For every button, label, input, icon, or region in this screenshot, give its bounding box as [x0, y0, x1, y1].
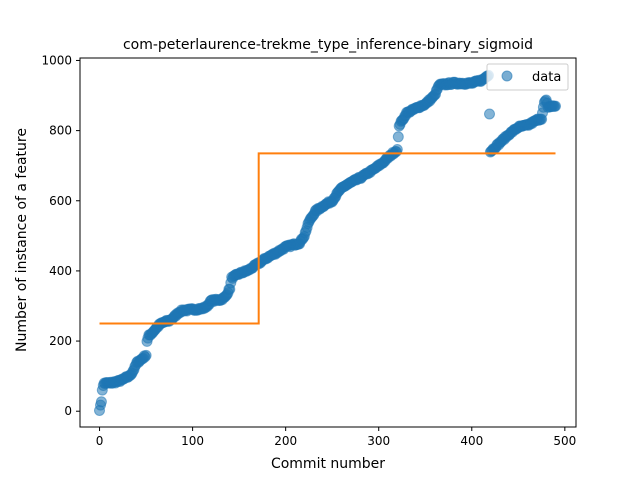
legend-frame	[486, 63, 569, 91]
data-point	[484, 108, 495, 120]
data-point	[391, 144, 403, 155]
y-tick-label: 600	[49, 194, 72, 208]
y-tick-label: 200	[49, 334, 72, 348]
x-tick-label: 0	[96, 434, 104, 448]
axes: 0 100 200 300 400 500 0 200 400 600 800 1000	[41, 53, 577, 448]
x-axis-label: Commit number	[271, 456, 385, 472]
chart-title: com-peterlaurence-trekme_type_inference-…	[123, 37, 533, 53]
y-tick-label: 800	[49, 124, 72, 138]
y-axis-label: Number of instance of a feature	[14, 128, 30, 352]
y-tick-label: 1000	[41, 53, 72, 67]
data-point	[140, 349, 152, 361]
x-tick-label: 400	[460, 434, 483, 448]
axes-frame	[79, 57, 577, 428]
x-tick-label: 300	[367, 434, 390, 448]
x-tick-label: 100	[181, 434, 204, 448]
fit-line	[99, 152, 556, 325]
y-tick-label: 400	[49, 264, 72, 278]
x-tick-label: 500	[553, 434, 576, 448]
legend-label: data	[532, 70, 561, 85]
data-point	[95, 396, 107, 408]
legend: data	[486, 63, 569, 91]
legend-marker	[501, 70, 513, 82]
data-point	[550, 100, 561, 112]
data-point	[392, 131, 404, 143]
plot-area	[94, 69, 561, 416]
y-tick-label: 0	[64, 404, 72, 418]
x-tick-label: 200	[274, 434, 297, 448]
